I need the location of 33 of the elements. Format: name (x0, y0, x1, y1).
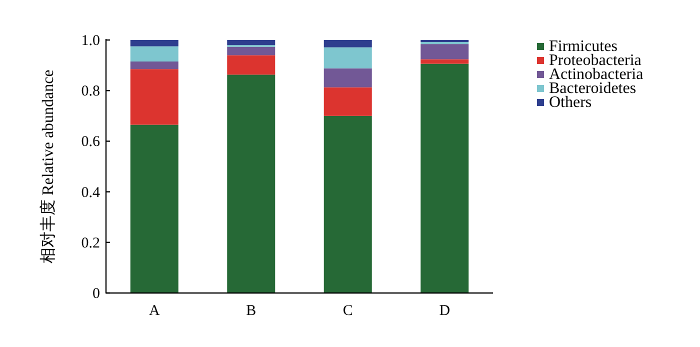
bar (130, 46, 178, 62)
y-tick-label: 0.2 (81, 235, 100, 252)
bar (227, 55, 276, 75)
y-tick-label: 0 (92, 286, 100, 302)
x-tick-label: D (439, 303, 450, 319)
bar (130, 40, 178, 46)
bar (227, 40, 276, 46)
bar (227, 74, 276, 293)
legend-label: Firmicutes (549, 38, 618, 55)
y-axis-title: 相对丰度 Relative abundance (39, 70, 57, 264)
bar (130, 62, 178, 70)
y-tick-label: 0.6 (81, 134, 100, 150)
legend-label: Proteobacteria (549, 52, 642, 69)
bar (324, 68, 372, 88)
x-tick-label: B (246, 303, 256, 319)
bar (324, 87, 372, 116)
bar (130, 69, 178, 125)
legend-label: Others (549, 94, 592, 111)
bar (130, 124, 178, 293)
bar (324, 40, 372, 48)
bar (420, 59, 469, 64)
bar (227, 46, 276, 56)
y-tick-label: 0.4 (81, 184, 100, 201)
y-tick-label: 1.0 (81, 33, 100, 49)
x-tick-label: C (342, 303, 353, 319)
bar (324, 116, 372, 293)
bar (420, 64, 469, 293)
bar (324, 47, 372, 68)
bar (420, 44, 469, 60)
legend-label: Actinobacteria (549, 66, 644, 83)
legend-label: Bacteroidetes (549, 80, 636, 97)
y-tick-label: 0.8 (81, 84, 100, 100)
x-tick-label: A (148, 303, 160, 319)
